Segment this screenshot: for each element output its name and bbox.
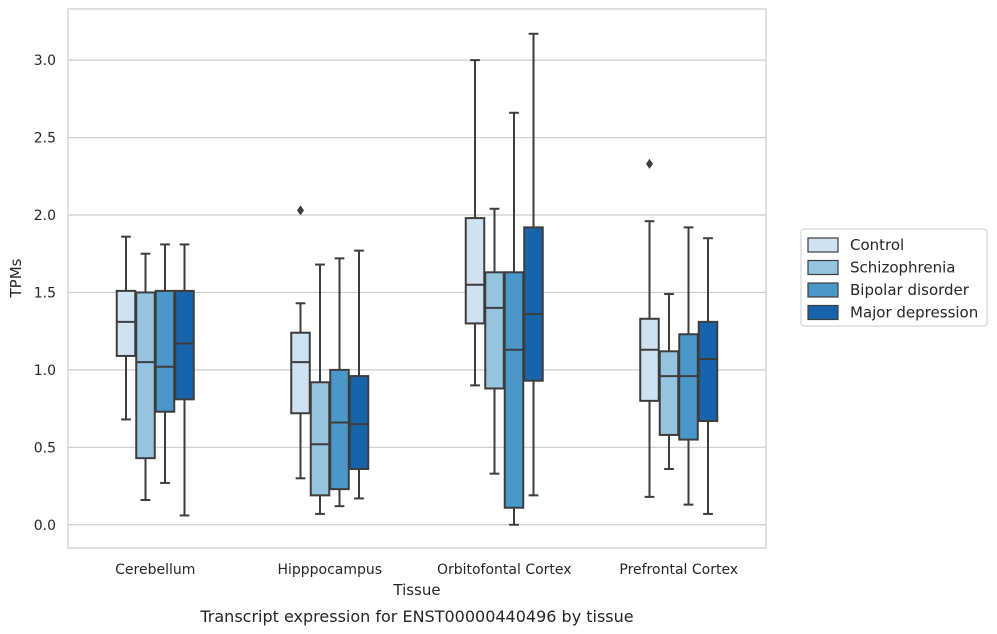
legend-item: Bipolar disorder (807, 281, 970, 299)
legend-swatch (807, 259, 839, 276)
box-schizophrenia-3 (484, 207, 505, 475)
box-control-2 (290, 205, 311, 480)
box-bipolar-disorder-3 (503, 111, 525, 526)
box-iqr (658, 350, 680, 436)
box-bipolar-disorder-2 (329, 257, 350, 508)
box-control-3 (464, 59, 486, 387)
x-axis-ticks: Cerebellum Hipppocampus Orbitofontal Corte… (115, 562, 738, 578)
boxes (115, 32, 719, 526)
x-axis-label: Tissue (392, 581, 440, 599)
legend-item: Control (807, 236, 904, 254)
legend-label: Control (850, 236, 904, 254)
x-tick-label: Orbitofontal Cortex (437, 562, 572, 578)
outlier-point (297, 205, 304, 216)
box-iqr (329, 368, 350, 491)
legend-item: Schizophrenia (807, 259, 955, 277)
box-iqr (523, 226, 544, 382)
box-iqr (697, 320, 719, 422)
y-axis-label: TPMs (7, 258, 25, 298)
box-major-depression-2 (348, 249, 370, 500)
box-schizophrenia-4 (658, 292, 680, 471)
box-iqr (174, 289, 195, 401)
outlier-point (646, 158, 653, 169)
box-schizophrenia-2 (309, 263, 331, 515)
legend-swatch (807, 237, 839, 253)
box-major-depression-3 (523, 32, 544, 497)
box-control-4 (639, 158, 660, 498)
y-tick-label: 2.5 (34, 131, 56, 147)
y-tick-label: 1.5 (34, 285, 56, 301)
box-iqr (348, 375, 370, 471)
legend: Control Schizophrenia Bipolar disorder Majo… (800, 228, 988, 327)
box-bipolar-disorder-4 (678, 226, 699, 506)
box-control-1 (115, 235, 137, 421)
box-iqr (135, 291, 156, 460)
box-iqr (678, 333, 699, 441)
box-iqr (290, 331, 311, 415)
y-tick-label: 3.0 (34, 53, 56, 69)
x-tick-label: Cerebellum (115, 562, 195, 578)
box-major-depression-1 (174, 243, 195, 517)
legend-items: Control Schizophrenia Bipolar disorder Majo… (807, 236, 978, 322)
box-schizophrenia-1 (135, 252, 156, 501)
legend-swatch (807, 282, 839, 298)
legend-frame (800, 228, 988, 327)
x-tick-label: Hipppocampus (277, 562, 382, 578)
x-tick-label: Prefrontal Cortex (619, 562, 738, 578)
y-tick-label: 0.0 (34, 518, 56, 534)
box-iqr (309, 381, 331, 497)
y-axis-ticks: 0.0 0.5 1.0 1.5 2.0 2.5 3.0 (34, 53, 56, 534)
legend-swatch (807, 304, 839, 321)
y-tick-label: 1.0 (34, 363, 56, 379)
y-tick-label: 2.0 (34, 208, 56, 224)
chart-caption: Transcript expression for ENST0000044049… (199, 607, 633, 626)
box-major-depression-4 (697, 237, 719, 515)
box-iqr (503, 271, 525, 509)
legend-label: Schizophrenia (850, 259, 955, 277)
plot-frame (67, 8, 767, 549)
legend-label: Major depression (850, 304, 978, 322)
legend-label: Bipolar disorder (850, 281, 970, 299)
box-iqr (115, 289, 137, 357)
box-iqr (154, 289, 176, 413)
y-tick-label: 0.5 (34, 440, 56, 456)
box-bipolar-disorder-1 (154, 243, 176, 484)
box-iqr (639, 317, 660, 402)
legend-item: Major depression (807, 304, 978, 322)
box-iqr (484, 271, 505, 390)
box-iqr (464, 217, 486, 325)
